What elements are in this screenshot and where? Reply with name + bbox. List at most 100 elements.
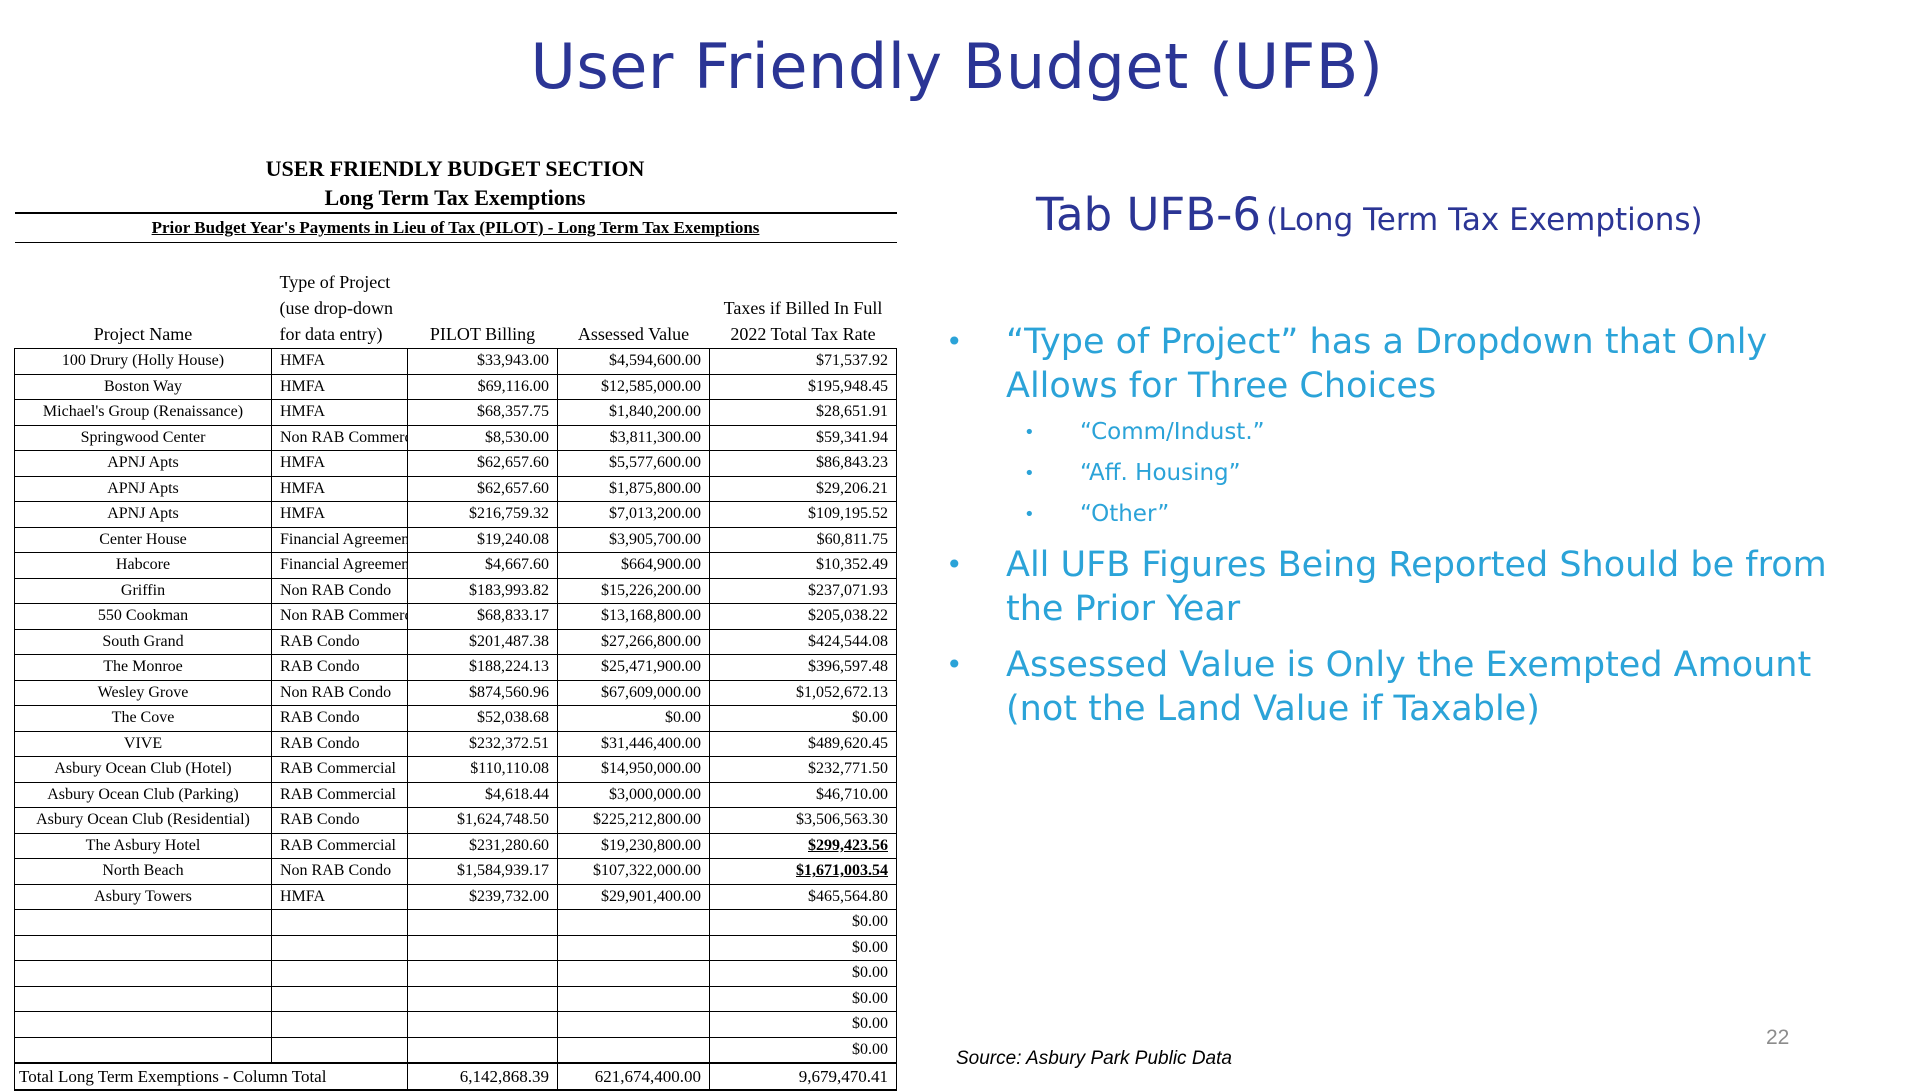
cell-taxes: $0.00 (709, 909, 897, 936)
cell-assessed: $27,266,800.00 (557, 628, 710, 655)
cell-assessed: $4,594,600.00 (557, 348, 710, 375)
column-header-assessed: Assessed Value (557, 242, 710, 349)
cell-pilot: $183,993.82 (407, 577, 558, 604)
cell-pilot: $216,759.32 (407, 501, 558, 528)
cell-type (271, 909, 408, 936)
table-row: APNJ Apts HMFA $216,759.32 $7,013,200.00 $10… (14, 501, 897, 528)
bullet-text: Assessed Value is Only the Exempted Amou… (1006, 645, 1812, 729)
cell-project: Asbury Ocean Club (Residential) (14, 807, 272, 834)
cell-pilot: $69,116.00 (407, 373, 558, 400)
cell-type: RAB Condo (271, 730, 408, 757)
sub-bullet-text: “Comm/Indust.” (1080, 419, 1265, 445)
cell-project: The Monroe (14, 654, 272, 681)
tab-title: Tab UFB-6 (Long Term Tax Exemptions) (1036, 188, 1703, 241)
table-row: Wesley Grove Non RAB Condo $874,560.96 $67,… (14, 679, 897, 706)
cell-assessed: $3,811,300.00 (557, 424, 710, 451)
cell-assessed: $3,000,000.00 (557, 781, 710, 808)
cell-type: Non RAB Commerci (271, 603, 408, 630)
total-pilot: 6,142,868.39 (407, 1062, 558, 1091)
table-row: The Monroe RAB Condo $188,224.13 $25,471,90… (14, 654, 897, 681)
total-label: Total Long Term Exemptions - Column Tota… (14, 1062, 408, 1091)
cell-pilot: $8,530.00 (407, 424, 558, 451)
cell-project: North Beach (14, 858, 272, 885)
cell-type: RAB Condo (271, 654, 408, 681)
cell-taxes: $0.00 (709, 1011, 897, 1038)
table-row: Boston Way HMFA $69,116.00 $12,585,000.00 $1… (14, 373, 897, 400)
table-row: Michael's Group (Renaissance) HMFA $68,357… (14, 399, 897, 426)
cell-project: Griffin (14, 577, 272, 604)
bullet-text: “Type of Project” has a Dropdown that On… (1006, 322, 1768, 406)
cell-taxes: $1,052,672.13 (709, 679, 897, 706)
table-row: The Cove RAB Condo $52,038.68 $0.00 $0.00 (14, 705, 897, 732)
column-header-taxes: Taxes if Billed In Full 2022 Total Tax R… (709, 242, 897, 349)
bullet-dot-icon: • (1024, 504, 1035, 525)
cell-pilot: $1,584,939.17 (407, 858, 558, 885)
sub-bullet-text: “Other” (1080, 501, 1170, 527)
cell-type: HMFA (271, 373, 408, 400)
bullet-text: All UFB Figures Being Reported Should be… (1006, 545, 1827, 629)
cell-type: Non RAB Commerci (271, 424, 408, 451)
cell-type: HMFA (271, 475, 408, 502)
sub-bullet-item: • “Aff. Housing” (1006, 453, 1840, 494)
cell-taxes: $46,710.00 (709, 781, 897, 808)
cell-pilot: $231,280.60 (407, 832, 558, 859)
cell-pilot: $4,667.60 (407, 552, 558, 579)
bullet-item: • All UFB Figures Being Reported Should … (940, 543, 1840, 631)
cell-assessed: $5,577,600.00 (557, 450, 710, 477)
bullet-dot-icon: • (1024, 463, 1035, 484)
cell-type: Non RAB Condo (271, 577, 408, 604)
cell-pilot: $874,560.96 (407, 679, 558, 706)
cell-type (271, 1036, 408, 1064)
cell-assessed: $25,471,900.00 (557, 654, 710, 681)
cell-taxes: $232,771.50 (709, 756, 897, 783)
bullet-dot-icon: • (1024, 422, 1035, 443)
bullet-list: • “Type of Project” has a Dropdown that … (940, 320, 1840, 731)
cell-taxes: $60,811.75 (709, 526, 897, 553)
table-row: $0.00 (14, 985, 897, 1012)
cell-taxes: $465,564.80 (709, 883, 897, 910)
table-section-title: Prior Budget Year's Payments in Lieu of … (14, 212, 897, 243)
sub-bullet-text: “Aff. Housing” (1080, 460, 1241, 486)
cell-type: Non RAB Condo (271, 679, 408, 706)
column-header-type: Type of Project (use drop-down for data … (271, 242, 408, 349)
cell-project: Wesley Grove (14, 679, 272, 706)
cell-taxes: $0.00 (709, 960, 897, 987)
tab-title-main: Tab UFB-6 (1036, 188, 1262, 241)
cell-type: HMFA (271, 450, 408, 477)
cell-project: Springwood Center (14, 424, 272, 451)
total-taxes: 9,679,470.41 (709, 1062, 897, 1091)
cell-taxes: $3,506,563.30 (709, 807, 897, 834)
slide-title: User Friendly Budget (UFB) (530, 30, 1384, 103)
source-note: Source: Asbury Park Public Data (956, 1048, 1232, 1069)
cell-type: RAB Commercial (271, 781, 408, 808)
cell-assessed (557, 909, 710, 936)
cell-assessed: $3,905,700.00 (557, 526, 710, 553)
cell-type: HMFA (271, 348, 408, 375)
cell-taxes: $0.00 (709, 705, 897, 732)
cell-assessed (557, 960, 710, 987)
sub-bullet-list: • “Comm/Indust.” • “Aff. Housing” • “Other” (1006, 412, 1840, 535)
table-row: Asbury Ocean Club (Residential) RAB Condo… (14, 807, 897, 834)
cell-assessed: $14,950,000.00 (557, 756, 710, 783)
cell-project: 100 Drury (Holly House) (14, 348, 272, 375)
table-row: Habcore Financial Agreement $4,667.60 $664,… (14, 552, 897, 579)
tab-title-sub: (Long Term Tax Exemptions) (1266, 202, 1703, 238)
cell-assessed: $15,226,200.00 (557, 577, 710, 604)
table-row: South Grand RAB Condo $201,487.38 $27,266,8… (14, 628, 897, 655)
cell-type (271, 1011, 408, 1038)
cell-assessed (557, 934, 710, 961)
cell-pilot (407, 934, 558, 961)
table-heading: USER FRIENDLY BUDGET SECTION (265, 156, 645, 181)
cell-assessed: $664,900.00 (557, 552, 710, 579)
cell-assessed: $12,585,000.00 (557, 373, 710, 400)
cell-taxes: $71,537.92 (709, 348, 897, 375)
table-row: The Asbury Hotel RAB Commercial $231,280.6… (14, 832, 897, 859)
cell-project (14, 985, 272, 1012)
cell-assessed: $0.00 (557, 705, 710, 732)
table-row: Asbury Ocean Club (Parking) RAB Commercia… (14, 781, 897, 808)
bullet-item: • “Type of Project” has a Dropdown that … (940, 320, 1840, 535)
cell-pilot (407, 960, 558, 987)
bullet-dot-icon: • (946, 648, 963, 681)
cell-pilot: $68,833.17 (407, 603, 558, 630)
cell-taxes: $424,544.08 (709, 628, 897, 655)
